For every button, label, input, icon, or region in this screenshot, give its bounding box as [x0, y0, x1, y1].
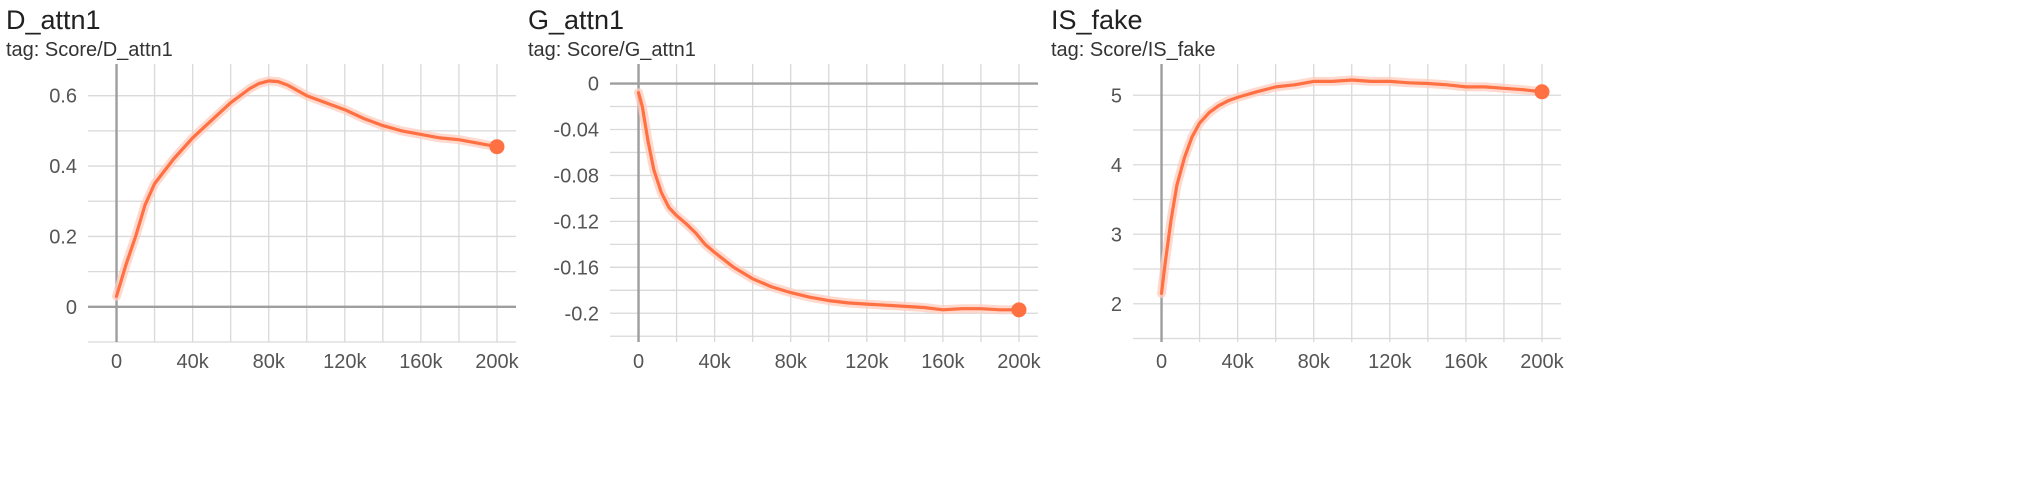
y-tick-label: 3 — [1111, 224, 1122, 246]
y-tick-label: 0.6 — [49, 86, 77, 108]
x-tick-label: 200k — [1520, 351, 1564, 373]
y-tick-label: 4 — [1111, 155, 1122, 177]
x-tick-label: 40k — [1221, 351, 1254, 373]
chart-tag: tag: Score/IS_fake — [1051, 39, 1216, 61]
x-tick-label: 200k — [997, 351, 1041, 373]
x-tick-label: 200k — [475, 351, 519, 373]
x-tick-label: 40k — [176, 351, 209, 373]
line-chart-g-attn1: 0 40k 80k 120k 160k 200k 0 -0.04 -0.08 -0.12 -0.16… — [553, 64, 1042, 373]
x-tick-label: 160k — [921, 351, 965, 373]
y-tick-label: -0.2 — [565, 303, 599, 325]
y-tick-label: 5 — [1111, 85, 1122, 107]
last-point-marker — [1011, 302, 1027, 318]
x-tick-label: 40k — [698, 351, 731, 373]
x-tick-label: 120k — [845, 351, 889, 373]
chart-card-g-attn1: G_attn1 tag: Score/G_attn1 0 40k 80k 120k 16… — [528, 0, 1042, 488]
x-tick-label: 80k — [775, 351, 808, 373]
chart-title: G_attn1 — [528, 5, 625, 35]
chart-tag: tag: Score/G_attn1 — [528, 39, 696, 61]
x-tick-label: 80k — [253, 351, 286, 373]
y-tick-label: 2 — [1111, 294, 1122, 316]
x-tick-label: 0 — [633, 351, 644, 373]
y-tick-label: 0 — [66, 297, 77, 319]
chart-card-is-fake: IS_fake tag: Score/IS_fake 0 40k 80k 120k 16… — [1051, 0, 1565, 488]
x-tick-label: 120k — [1368, 351, 1412, 373]
x-tick-label: 0 — [1156, 351, 1167, 373]
chart-card-d-attn1: D_attn1 tag: Score/D_attn1 0 40k 80k 120k 16… — [6, 0, 520, 488]
y-tick-label: -0.04 — [553, 119, 599, 141]
chart-tag: tag: Score/D_attn1 — [6, 39, 173, 61]
y-tick-label: 0.4 — [49, 156, 77, 178]
last-point-marker — [1534, 84, 1550, 100]
y-tick-label: 0.2 — [49, 226, 77, 248]
x-tick-label: 80k — [1298, 351, 1331, 373]
x-tick-label: 0 — [111, 351, 122, 373]
line-chart-d-attn1: 0 40k 80k 120k 160k 200k 0 0.2 0.4 0.6 — [49, 64, 520, 373]
chart-title: IS_fake — [1051, 5, 1143, 35]
y-tick-label: -0.12 — [553, 211, 599, 233]
y-tick-label: 0 — [588, 74, 599, 96]
chart-title: D_attn1 — [6, 5, 101, 35]
last-point-marker — [489, 139, 505, 155]
x-tick-label: 160k — [399, 351, 443, 373]
line-chart-is-fake: 0 40k 80k 120k 160k 200k 2 3 4 5 — [1111, 64, 1565, 373]
x-tick-label: 160k — [1444, 351, 1488, 373]
y-tick-label: -0.08 — [553, 165, 599, 187]
x-tick-label: 120k — [323, 351, 367, 373]
y-tick-label: -0.16 — [553, 257, 599, 279]
